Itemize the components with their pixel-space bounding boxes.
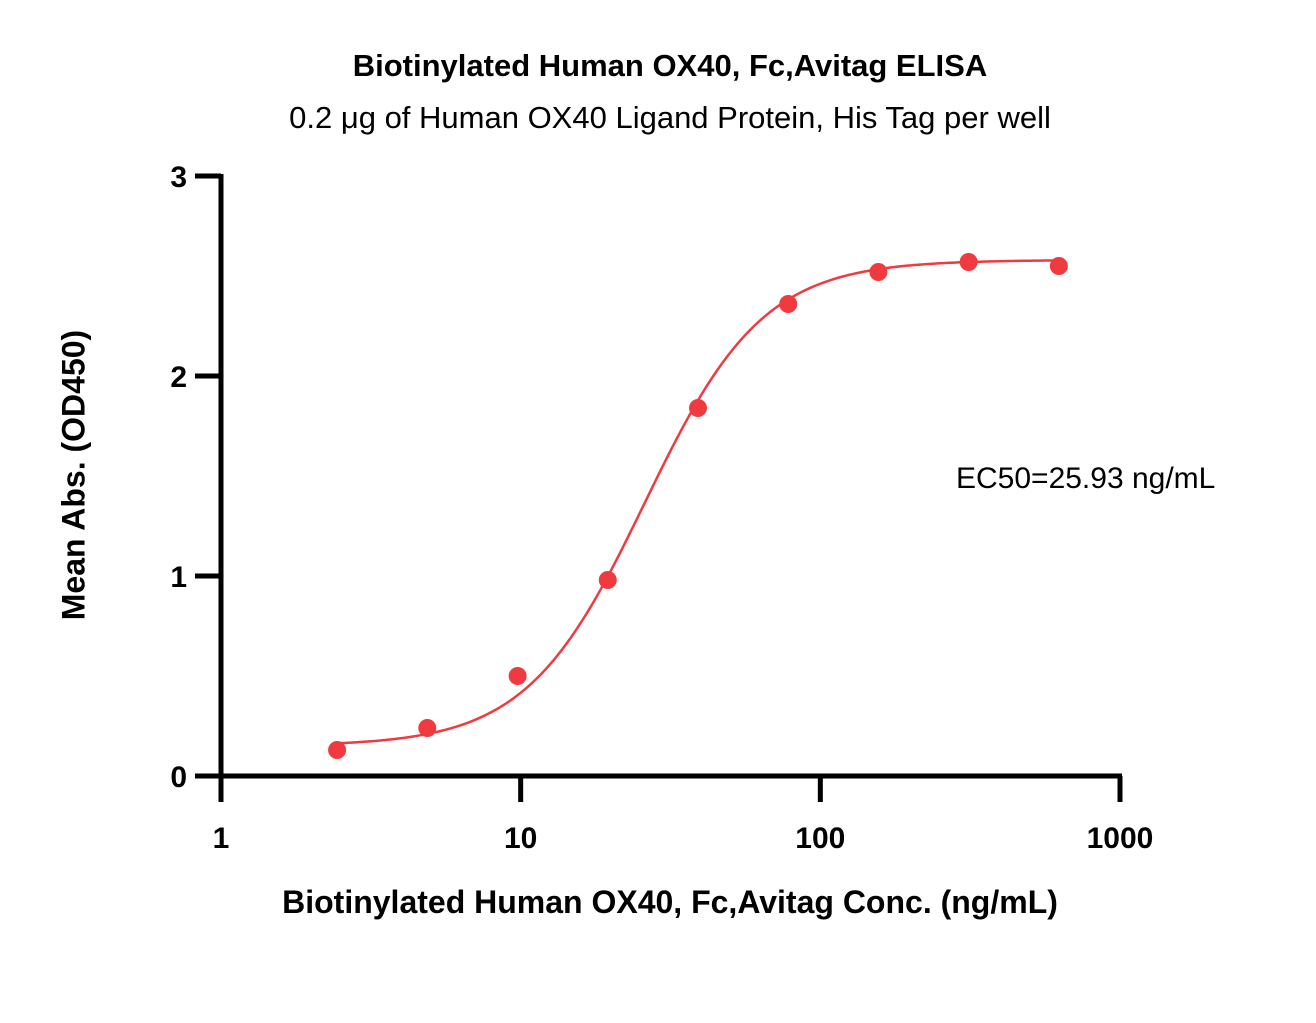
data-point <box>418 719 437 737</box>
x-tick-label: 1000 <box>1087 822 1154 855</box>
data-point <box>598 571 617 589</box>
x-tick-label: 100 <box>795 822 845 855</box>
x-tick-label: 1 <box>213 822 230 855</box>
data-point <box>1049 257 1068 275</box>
chart-subtitle: 0.2 μg of Human OX40 Ligand Protein, His… <box>289 100 1051 135</box>
y-tick-label: 2 <box>170 361 187 394</box>
data-point <box>508 667 527 685</box>
x-axis-label: Biotinylated Human OX40, Fc,Avitag Conc.… <box>282 884 1058 920</box>
data-point <box>328 741 347 759</box>
fit-curve <box>337 259 1059 745</box>
y-tick-label: 0 <box>170 761 187 794</box>
fit-curve-layer <box>337 259 1059 745</box>
y-tick-label: 3 <box>170 161 187 194</box>
data-point <box>959 253 978 271</box>
chart-title: Biotinylated Human OX40, Fc,Avitag ELISA <box>352 48 988 83</box>
data-points-layer <box>328 253 1068 759</box>
ec50-annotation: EC50=25.93 ng/mL <box>956 462 1216 495</box>
y-axis-label: Mean Abs. (OD450) <box>55 329 92 621</box>
y-tick-label: 1 <box>170 561 187 594</box>
data-point <box>688 399 707 417</box>
data-point <box>779 295 798 313</box>
x-tick-label: 10 <box>504 822 537 855</box>
data-point <box>869 263 888 281</box>
